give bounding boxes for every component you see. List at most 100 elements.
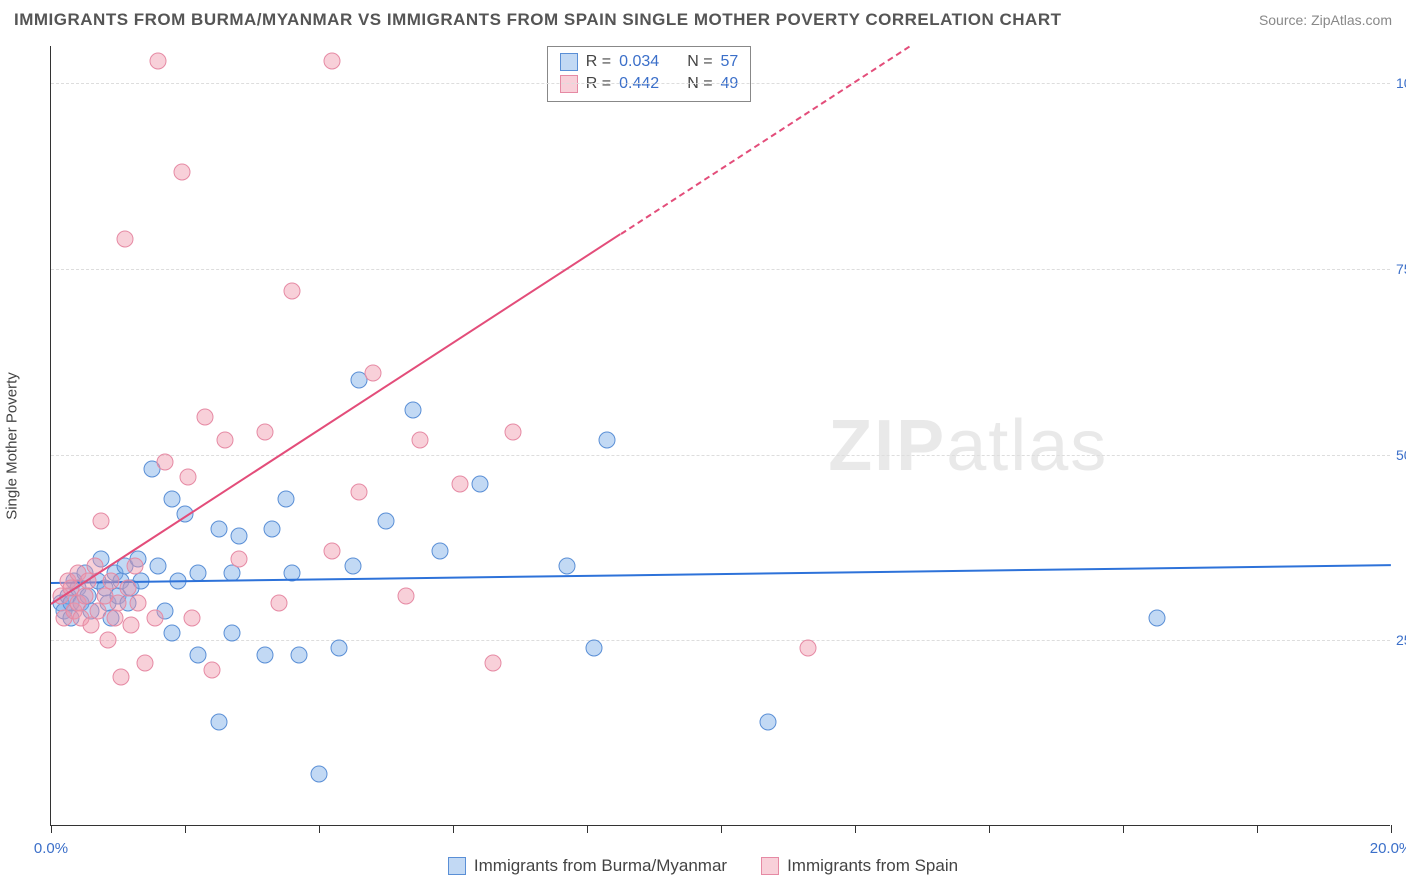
legend-label: Immigrants from Spain xyxy=(787,856,958,876)
data-point xyxy=(351,483,368,500)
legend: Immigrants from Burma/Myanmar Immigrants … xyxy=(0,856,1406,876)
data-point xyxy=(93,513,110,530)
legend-swatch xyxy=(761,857,779,875)
series-swatch xyxy=(560,53,578,71)
data-point xyxy=(324,52,341,69)
data-point xyxy=(411,431,428,448)
x-tick xyxy=(1391,825,1392,833)
data-point xyxy=(116,231,133,248)
source-prefix: Source: xyxy=(1259,12,1311,28)
chart-plot-area: ZIPatlas R = 0.034N = 57R = 0.442N = 49 … xyxy=(50,46,1390,826)
trend-line xyxy=(51,564,1391,584)
r-label: R = xyxy=(586,53,611,71)
data-point xyxy=(800,639,817,656)
watermark-bold: ZIP xyxy=(828,406,946,486)
data-point xyxy=(150,52,167,69)
legend-item: Immigrants from Spain xyxy=(761,856,958,876)
data-point xyxy=(163,624,180,641)
source-attribution: Source: ZipAtlas.com xyxy=(1259,12,1392,28)
data-point xyxy=(223,624,240,641)
gridline xyxy=(51,640,1390,641)
gridline xyxy=(51,269,1390,270)
x-tick xyxy=(51,825,52,833)
data-point xyxy=(113,669,130,686)
data-point xyxy=(83,617,100,634)
data-point xyxy=(759,714,776,731)
data-point xyxy=(197,409,214,426)
x-tick xyxy=(319,825,320,833)
data-point xyxy=(264,520,281,537)
gridline xyxy=(51,83,1390,84)
data-point xyxy=(324,543,341,560)
x-tick xyxy=(185,825,186,833)
y-tick-label: 25.0% xyxy=(1396,632,1406,648)
x-tick xyxy=(587,825,588,833)
data-point xyxy=(284,283,301,300)
data-point xyxy=(290,647,307,664)
legend-label: Immigrants from Burma/Myanmar xyxy=(474,856,727,876)
data-point xyxy=(89,602,106,619)
data-point xyxy=(136,654,153,671)
data-point xyxy=(120,580,137,597)
data-point xyxy=(173,164,190,181)
data-point xyxy=(210,520,227,537)
data-point xyxy=(163,491,180,508)
chart-title: IMMIGRANTS FROM BURMA/MYANMAR VS IMMIGRA… xyxy=(14,10,1061,30)
data-point xyxy=(106,610,123,627)
data-point xyxy=(126,558,143,575)
legend-swatch xyxy=(448,857,466,875)
gridline xyxy=(51,455,1390,456)
data-point xyxy=(230,528,247,545)
data-point xyxy=(76,587,93,604)
watermark: ZIPatlas xyxy=(828,405,1108,487)
data-point xyxy=(230,550,247,567)
y-tick-label: 50.0% xyxy=(1396,447,1406,463)
data-point xyxy=(257,647,274,664)
data-point xyxy=(451,476,468,493)
header: IMMIGRANTS FROM BURMA/MYANMAR VS IMMIGRA… xyxy=(14,10,1392,30)
data-point xyxy=(599,431,616,448)
watermark-rest: atlas xyxy=(946,406,1108,486)
data-point xyxy=(364,364,381,381)
data-point xyxy=(180,468,197,485)
data-point xyxy=(1148,610,1165,627)
data-point xyxy=(217,431,234,448)
y-axis-label: Single Mother Poverty xyxy=(4,372,21,520)
x-tick xyxy=(855,825,856,833)
y-tick-label: 75.0% xyxy=(1396,261,1406,277)
x-tick xyxy=(721,825,722,833)
x-tick xyxy=(453,825,454,833)
n-label: N = xyxy=(687,53,712,71)
data-point xyxy=(344,558,361,575)
data-point xyxy=(257,424,274,441)
data-point xyxy=(471,476,488,493)
x-tick xyxy=(989,825,990,833)
x-tick xyxy=(1123,825,1124,833)
data-point xyxy=(585,639,602,656)
r-value: 0.034 xyxy=(619,53,659,71)
data-point xyxy=(277,491,294,508)
data-point xyxy=(485,654,502,671)
data-point xyxy=(103,572,120,589)
data-point xyxy=(378,513,395,530)
x-tick-label: 0.0% xyxy=(34,840,68,857)
data-point xyxy=(99,632,116,649)
source-link[interactable]: ZipAtlas.com xyxy=(1311,12,1392,28)
data-point xyxy=(150,558,167,575)
n-value: 57 xyxy=(721,53,739,71)
stats-row: R = 0.034 N = 57 xyxy=(560,51,739,73)
data-point xyxy=(311,766,328,783)
data-point xyxy=(331,639,348,656)
data-point xyxy=(210,714,227,731)
data-point xyxy=(183,610,200,627)
y-tick-label: 100.0% xyxy=(1396,75,1406,91)
x-tick-label: 20.0% xyxy=(1370,840,1406,857)
data-point xyxy=(398,587,415,604)
legend-item: Immigrants from Burma/Myanmar xyxy=(448,856,727,876)
data-point xyxy=(130,595,147,612)
data-point xyxy=(558,558,575,575)
data-point xyxy=(146,610,163,627)
data-point xyxy=(505,424,522,441)
x-tick xyxy=(1257,825,1258,833)
data-point xyxy=(431,543,448,560)
